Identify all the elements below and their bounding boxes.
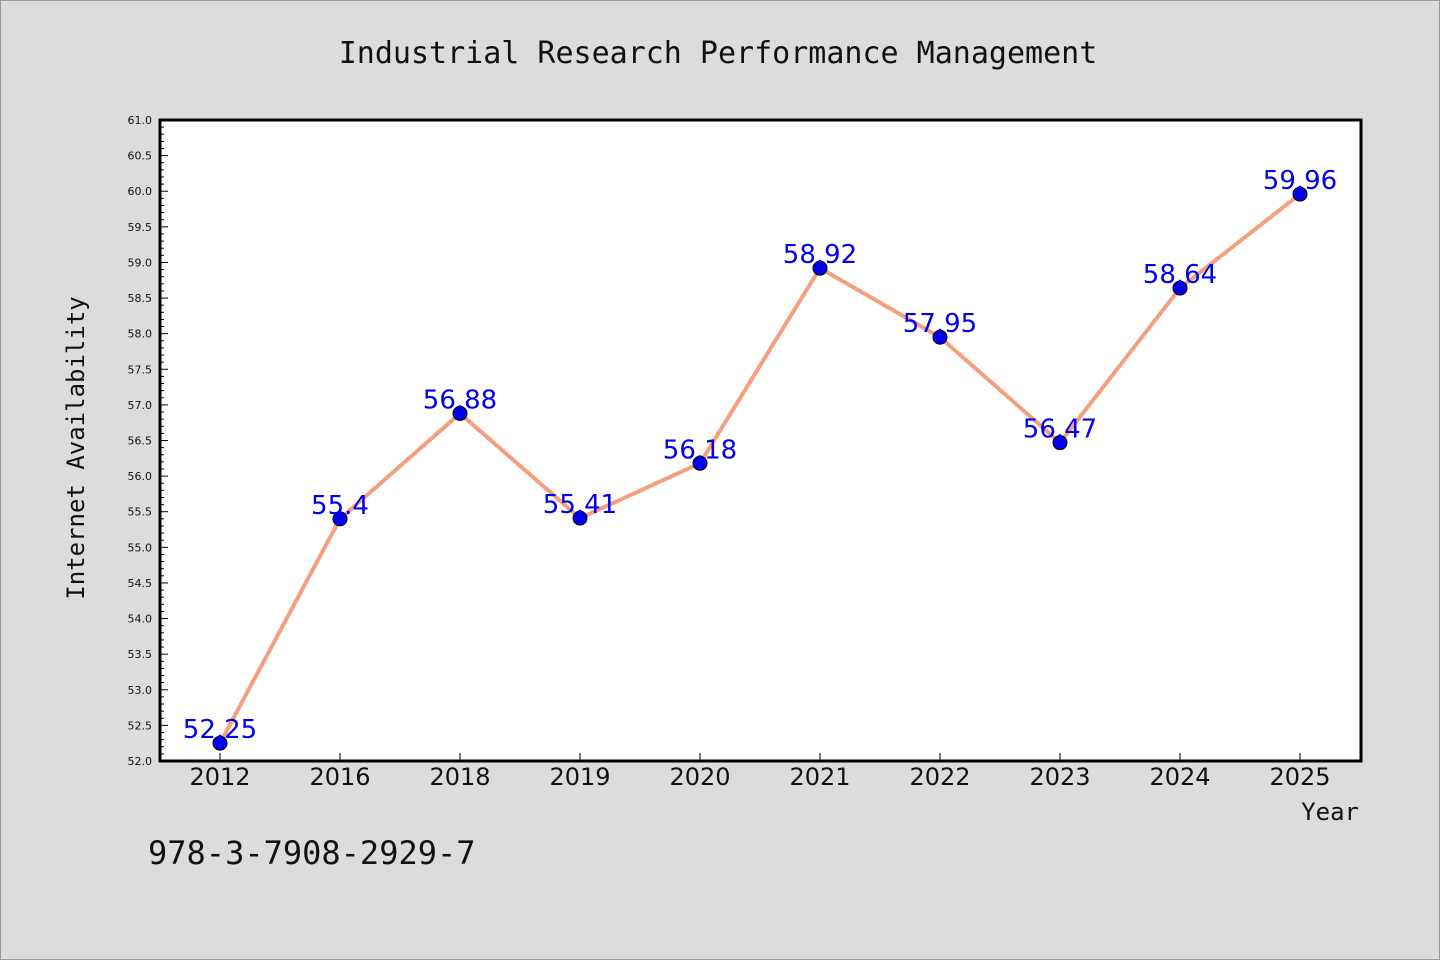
y-tick-label: 59.0 xyxy=(128,256,153,269)
data-label: 52.25 xyxy=(183,715,257,745)
data-label: 57.95 xyxy=(903,309,977,339)
y-axis: 52.0 52.5 53.0 53.5 54.0 54.5 55.0 55.5 56.0 56.5… xyxy=(128,114,168,768)
x-axis-label: Year xyxy=(1301,798,1359,826)
y-tick-label: 52.0 xyxy=(128,755,153,768)
x-tick-label: 2025 xyxy=(1269,763,1330,791)
data-label: 56.88 xyxy=(423,385,497,415)
chart-title: Industrial Research Performance Manageme… xyxy=(339,36,1098,71)
series-markers xyxy=(212,186,1308,751)
x-tick-label: 2022 xyxy=(909,763,970,791)
data-point xyxy=(932,329,948,345)
data-point xyxy=(812,260,828,276)
data-labels: 52.25 55.4 56.88 55.41 56.18 58.92 57.95 56.47 5… xyxy=(183,166,1337,745)
data-point xyxy=(572,510,588,526)
y-tick-label: 60.5 xyxy=(128,150,153,163)
data-point xyxy=(1292,186,1308,202)
data-point xyxy=(452,405,468,421)
data-point xyxy=(692,455,708,471)
y-tick-label: 55.0 xyxy=(128,541,153,554)
plot-area xyxy=(158,118,1363,763)
y-tick-label: 58.0 xyxy=(128,328,153,341)
y-tick-label: 54.5 xyxy=(128,577,153,590)
y-tick-label: 58.5 xyxy=(128,292,153,305)
x-axis: 2012 2016 2018 2019 2020 2021 2022 2023 2024 2025 xyxy=(189,753,1331,791)
x-tick-label: 2012 xyxy=(189,763,250,791)
x-tick-label: 2023 xyxy=(1029,763,1090,791)
y-tick-label: 56.5 xyxy=(128,435,153,448)
x-tick-label: 2018 xyxy=(429,763,490,791)
x-tick-label: 2020 xyxy=(669,763,730,791)
x-tick-label: 2024 xyxy=(1149,763,1210,791)
x-tick-label: 2021 xyxy=(789,763,850,791)
y-tick-label: 59.5 xyxy=(128,221,153,234)
y-axis-label: Internet Availability xyxy=(62,296,90,599)
y-tick-label: 61.0 xyxy=(128,114,153,127)
data-label: 55.41 xyxy=(543,490,617,520)
data-label: 55.4 xyxy=(311,491,369,521)
data-point xyxy=(1172,280,1188,296)
data-point xyxy=(332,511,348,527)
y-tick-label: 54.0 xyxy=(128,613,153,626)
y-tick-label: 53.5 xyxy=(128,648,153,661)
footer-code: 978-3-7908-2929-7 xyxy=(148,834,476,872)
data-label: 56.18 xyxy=(663,435,737,465)
data-label: 58.92 xyxy=(783,240,857,270)
data-label: 58.64 xyxy=(1143,260,1217,290)
data-point xyxy=(212,735,228,751)
data-label: 59.96 xyxy=(1263,166,1337,196)
y-tick-label: 55.5 xyxy=(128,506,153,519)
series-line xyxy=(218,192,1302,745)
x-tick-label: 2019 xyxy=(549,763,610,791)
y-tick-label: 53.0 xyxy=(128,684,153,697)
data-point xyxy=(1052,435,1068,451)
y-tick-label: 57.5 xyxy=(128,363,153,376)
y-tick-label: 56.0 xyxy=(128,470,153,483)
y-tick-label: 60.0 xyxy=(128,185,153,198)
data-label: 56.47 xyxy=(1023,415,1097,445)
x-tick-label: 2016 xyxy=(309,763,370,791)
y-tick-label: 57.0 xyxy=(128,399,153,412)
y-tick-label: 52.5 xyxy=(128,719,153,732)
